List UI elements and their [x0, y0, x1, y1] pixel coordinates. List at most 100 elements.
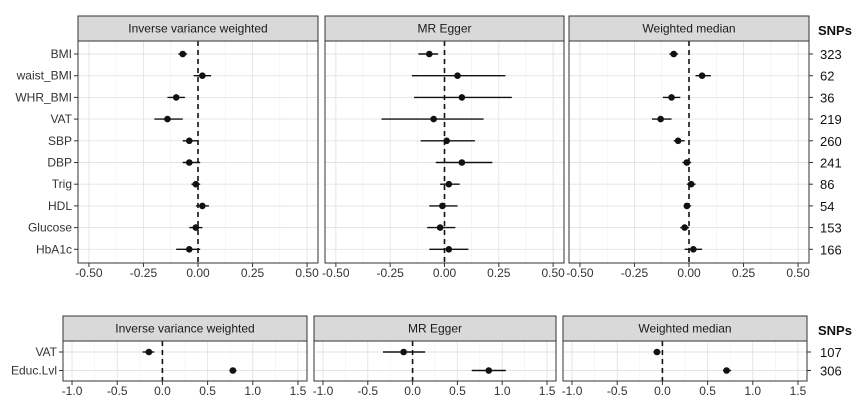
chart0-snp-count: 241: [820, 156, 842, 171]
chart0-snp-count: 62: [820, 69, 834, 84]
chart0-panel1-x-tick-label: 0.50: [541, 266, 565, 280]
chart0-panel0-point-hdl: [199, 202, 206, 210]
chart0-row-label: HDL: [48, 199, 72, 213]
chart1-panel2-strip-label: Weighted median: [638, 322, 731, 336]
chart0-panel1-strip-label: MR Egger: [417, 22, 471, 36]
chart1-panel2-x-tick-label: -1.0: [562, 384, 583, 398]
chart0-panel1-point-glucose: [436, 224, 444, 231]
chart0-panel0-strip: [77, 15, 319, 42]
chart1-panel2-x-tick-label: -0.5: [607, 384, 628, 398]
chart1-row-label: VAT: [35, 345, 57, 359]
chart1-panel0-point-educ-lvl: [229, 367, 237, 374]
chart0-snp-count: 153: [820, 221, 842, 236]
chart0-snp-count: 36: [820, 90, 834, 105]
chart1-panel2-point-vat: [653, 348, 661, 356]
chart0-panel1-x-tick-label: -0.50: [322, 266, 350, 280]
chart0-row-label: HbA1c: [36, 242, 72, 256]
chart1-panel0-point-vat: [145, 348, 153, 356]
chart1-panel1-x-tick-label: 0.5: [449, 384, 466, 398]
chart0-panel0-point-waist-bmi: [199, 72, 206, 79]
chart1-panel1-point-educ-lvl: [485, 367, 493, 374]
chart1-panel1-strip: [313, 315, 557, 342]
chart0-panel2-x-tick-label: 0.50: [786, 266, 810, 280]
chart0-panel0-point-trig: [192, 180, 200, 188]
chart0-snps-header: SNPs: [818, 23, 852, 38]
chart0-panel0-point-whr-bmi: [172, 94, 180, 101]
chart1-panel2-strip: [562, 315, 808, 342]
chart0-panel1-point-dbp: [458, 159, 466, 166]
chart1-snps-header: SNPs: [818, 323, 852, 338]
chart0-panel0-strip-label: Inverse variance weighted: [128, 22, 267, 36]
chart1-panel0-strip-label: Inverse variance weighted: [115, 322, 254, 336]
chart0-panel2-x-tick-label: 0.25: [732, 266, 756, 280]
chart0-panel1-x-tick-label: -0.25: [377, 266, 405, 280]
chart1-panel2-x-tick-label: 1.5: [790, 384, 807, 398]
chart1-panel0-x-tick-label: 0.0: [154, 384, 171, 398]
chart0-snp-count: 54: [820, 199, 834, 214]
chart0-panel2-point-hba1c: [690, 246, 697, 253]
chart0-panel2-x-tick-label: -0.25: [621, 266, 649, 280]
chart0-panel1-point-hdl: [439, 202, 446, 210]
chart1-panel1-x-tick-label: 0.0: [404, 384, 421, 398]
chart0-panel2-x-tick-label: 0.00: [677, 266, 701, 280]
chart0-row-label: WHR_BMI: [15, 90, 72, 104]
chart1-panel1-point-vat: [400, 348, 407, 356]
chart0-panel1-x-tick-label: 0.00: [433, 266, 457, 280]
chart0-snp-count: 323: [820, 47, 842, 62]
chart1-panel0-x-tick-label: -1.0: [62, 384, 83, 398]
chart0-panel2-point-waist-bmi: [698, 72, 706, 79]
chart0-panel2-strip: [568, 15, 810, 42]
chart0-panel2-point-dbp: [683, 159, 691, 166]
chart0-panel0-x-tick-label: 0.25: [241, 266, 265, 280]
chart1-panel0-x-tick-label: 1.0: [244, 384, 261, 398]
chart1-panel0-strip: [62, 315, 308, 342]
chart0-panel2-point-hdl: [683, 202, 691, 210]
chart1-panel0-border: [62, 340, 308, 382]
chart1-panel2-x-tick-label: 0.0: [654, 384, 671, 398]
chart0-panel2-point-sbp: [674, 137, 682, 145]
chart0-panel0-x-tick-label: -0.25: [130, 266, 158, 280]
chart0-panel0-point-vat: [164, 115, 171, 123]
chart1-snp-count: 306: [820, 364, 842, 379]
chart0-panel1-point-hba1c: [445, 246, 453, 253]
chart0-panel0-point-dbp: [185, 159, 193, 166]
chart1-panel2-point-educ-lvl: [723, 367, 730, 374]
chart1-panel0-x-tick-label: -0.5: [107, 384, 128, 398]
chart0-panel1-x-tick-label: 0.25: [487, 266, 511, 280]
chart0-row-label: BMI: [51, 47, 72, 61]
chart0-panel2-point-whr-bmi: [668, 94, 675, 101]
chart1-panel1-x-tick-label: 1.5: [539, 384, 556, 398]
chart1-panel2-x-tick-label: 1.0: [744, 384, 761, 398]
chart1-panel2-x-tick-label: 0.5: [699, 384, 716, 398]
chart1-panel1-border: [313, 340, 557, 382]
chart0-panel2-x-tick-label: -0.50: [566, 266, 594, 280]
chart0-snp-count: 166: [820, 242, 842, 257]
chart1-snp-count: 107: [820, 345, 842, 360]
chart1-panel1-x-tick-label: -0.5: [357, 384, 378, 398]
chart0-panel1-point-bmi: [425, 50, 433, 58]
chart0-snp-count: 219: [820, 112, 842, 127]
chart0-row-label: waist_BMI: [16, 69, 72, 83]
chart0-row-label: Glucose: [28, 221, 72, 235]
chart1-row-label: Educ.Lvl: [11, 364, 57, 378]
chart1-panel0-x-tick-label: 1.5: [290, 384, 307, 398]
chart0-panel1-point-trig: [445, 180, 453, 188]
chart0-panel0-x-tick-label: 0.00: [186, 266, 210, 280]
chart0-panel0-point-glucose: [192, 224, 200, 231]
chart0-panel0-point-hba1c: [185, 246, 193, 253]
chart1-panel1-x-tick-label: 1.0: [494, 384, 511, 398]
chart0-panel2-point-bmi: [670, 50, 678, 58]
chart1-panel1-strip-label: MR Egger: [408, 322, 462, 336]
chart0-row-label: Trig: [52, 177, 72, 191]
chart0-panel1-strip: [324, 15, 565, 42]
chart1-panel0-x-tick-label: 0.5: [199, 384, 216, 398]
chart0-panel2-point-trig: [687, 180, 695, 188]
chart0-snp-count: 260: [820, 134, 842, 149]
chart1-panel2-border: [562, 340, 808, 382]
chart0-panel2-point-glucose: [681, 224, 688, 231]
chart0-row-label: VAT: [50, 112, 72, 126]
chart0-panel1-point-whr-bmi: [458, 94, 466, 101]
chart0-panel2-strip-label: Weighted median: [642, 22, 735, 36]
chart0-row-label: DBP: [47, 156, 72, 170]
